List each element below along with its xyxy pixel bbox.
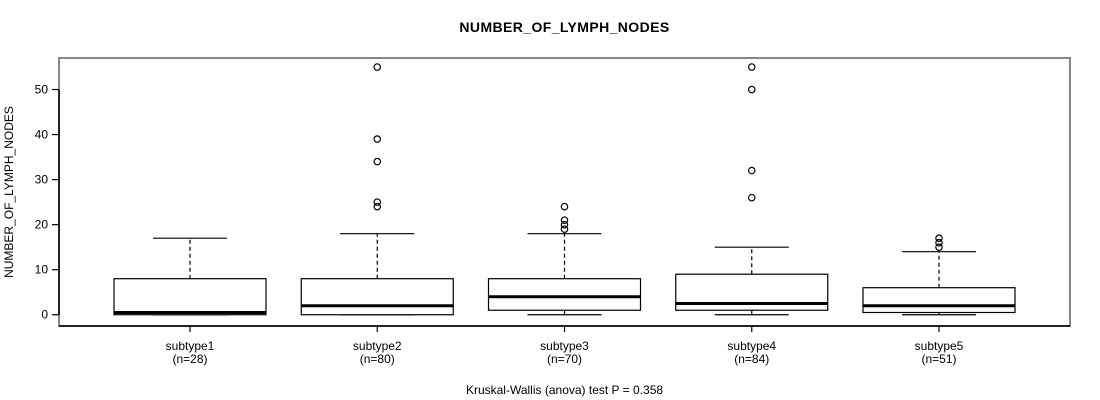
x-tick-label: subtype4 (727, 339, 776, 353)
y-tick-label: 50 (35, 83, 49, 97)
outlier-point (935, 234, 943, 242)
outlier-point (560, 216, 569, 224)
y-tick-label: 10 (35, 263, 49, 277)
x-tick-label: subtype3 (540, 339, 589, 353)
outlier-point (373, 202, 382, 211)
x-tick-sublabel: (n=51) (921, 352, 956, 366)
iqr-box-subtype3 (487, 278, 642, 311)
y-tick-label: 0 (41, 308, 48, 322)
iqr-box-subtype5 (862, 287, 1016, 314)
outlier-point (747, 166, 756, 175)
iqr-box-subtype2 (300, 278, 454, 316)
x-tick-label: subtype2 (353, 339, 402, 353)
iqr-box-subtype1 (113, 278, 267, 316)
x-tick-sublabel: (n=28) (172, 352, 207, 366)
x-tick-sublabel: (n=84) (734, 352, 769, 366)
x-tick-label: subtype5 (915, 339, 964, 353)
outlier-point (935, 243, 943, 251)
outlier-point (373, 198, 382, 206)
outlier-point (560, 202, 569, 211)
outlier-point (373, 157, 382, 166)
x-tick-label: subtype1 (166, 339, 215, 353)
x-tick-sublabel: (n=80) (360, 352, 395, 366)
y-tick-label: 20 (35, 218, 49, 232)
outlier-point (747, 85, 756, 94)
outlier-point (560, 225, 569, 233)
outlier-point (747, 193, 756, 202)
x-tick-sublabel: (n=70) (547, 352, 582, 366)
outlier-point (560, 220, 569, 229)
chart-title: NUMBER_OF_LYMPH_NODES (459, 19, 670, 35)
outlier-point (373, 63, 382, 71)
outlier-point (747, 63, 756, 71)
y-tick-label: 30 (35, 173, 49, 187)
stat-test-label: Kruskal-Wallis (anova) test P = 0.358 (465, 383, 664, 397)
y-tick-label: 40 (35, 128, 49, 142)
outlier-point (373, 135, 382, 143)
outlier-point (935, 238, 943, 247)
